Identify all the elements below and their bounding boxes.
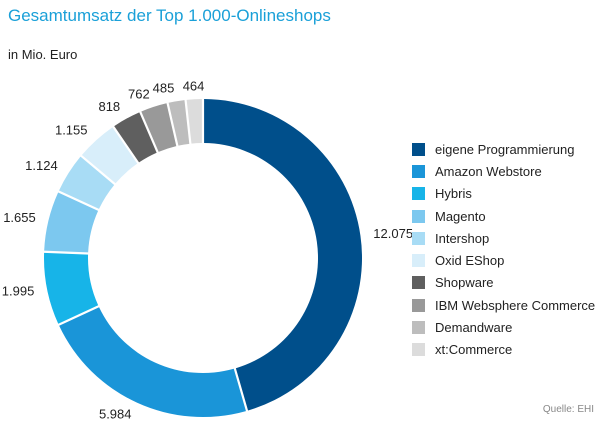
donut-value-labels: 12.075 5.984 1.995 1.655 1.124 1.155 818 762 485… xyxy=(2,78,413,421)
slice-xt-commerce xyxy=(186,99,202,144)
value-label-eigene-programmierung: 12.075 xyxy=(373,226,413,241)
slice-hybris xyxy=(43,252,99,324)
legend-label: Shopware xyxy=(435,275,494,291)
source-note: Quelle: EHI xyxy=(542,404,594,415)
slice-intershop xyxy=(59,156,115,209)
slice-eigene-programmierung xyxy=(204,99,363,411)
donut-slices xyxy=(43,99,363,417)
legend-label: Oxid EShop xyxy=(435,253,505,269)
legend-item-xt-commerce: xt:Commerce xyxy=(412,339,595,361)
value-label-amazon-webstore: 5.984 xyxy=(99,406,132,421)
legend-swatch xyxy=(412,276,425,290)
legend-swatch xyxy=(412,187,425,201)
value-label-xt-commerce: 464 xyxy=(183,78,205,93)
legend-swatch xyxy=(412,298,425,312)
legend-item-ibm-websphere-commerce: IBM Websphere Commerce xyxy=(412,294,595,316)
legend-label: Amazon Webstore xyxy=(435,163,542,179)
legend-swatch xyxy=(412,343,425,357)
value-label-hybris: 1.995 xyxy=(2,284,35,299)
chart-title: Gesamtumsatz der Top 1.000-Onlineshops xyxy=(8,6,331,25)
slice-oxid-eshop xyxy=(81,127,138,184)
legend-label: IBM Websphere Commerce xyxy=(435,297,596,313)
slice-shopware xyxy=(114,112,157,163)
legend-label: Intershop xyxy=(435,230,490,246)
legend-swatch xyxy=(412,254,425,268)
legend-label: Demandware xyxy=(435,320,513,336)
slice-ibm-websphere-commerce xyxy=(141,103,177,152)
legend-item-hybris: Hybris xyxy=(412,183,595,205)
legend-swatch xyxy=(412,164,425,178)
legend-item-demandware: Demandware xyxy=(412,316,595,338)
slice-magento xyxy=(44,192,99,253)
value-label-intershop: 1.124 xyxy=(25,158,58,173)
legend-item-shopware: Shopware xyxy=(412,272,595,294)
chart-subtitle: in Mio. Euro xyxy=(8,47,78,62)
legend-item-intershop: Intershop xyxy=(412,227,595,249)
value-label-magento: 1.655 xyxy=(3,210,36,225)
legend-label: xt:Commerce xyxy=(435,342,513,358)
legend-label: Magento xyxy=(435,208,486,224)
legend-label: eigene Programmierung xyxy=(435,141,575,157)
legend-item-oxid-eshop: Oxid EShop xyxy=(412,249,595,271)
value-label-shopware: 818 xyxy=(98,99,120,114)
legend-swatch xyxy=(412,142,425,156)
value-label-ibm-websphere-commerce: 762 xyxy=(128,86,150,101)
slice-amazon-webstore xyxy=(59,307,246,417)
legend-item-amazon-webstore: Amazon Webstore xyxy=(412,160,595,182)
chart-legend: eigene Programmierung Amazon Webstore Hybr… xyxy=(412,138,595,361)
legend-swatch xyxy=(412,321,425,335)
legend-swatch xyxy=(412,231,425,245)
legend-item-magento: Magento xyxy=(412,205,595,227)
value-label-oxid-eshop: 1.155 xyxy=(55,123,88,138)
value-label-demandware: 485 xyxy=(153,80,175,95)
legend-item-eigene-programmierung: eigene Programmierung xyxy=(412,138,595,160)
legend-swatch xyxy=(412,209,425,223)
slice-demandware xyxy=(168,100,190,146)
legend-label: Hybris xyxy=(435,186,472,202)
